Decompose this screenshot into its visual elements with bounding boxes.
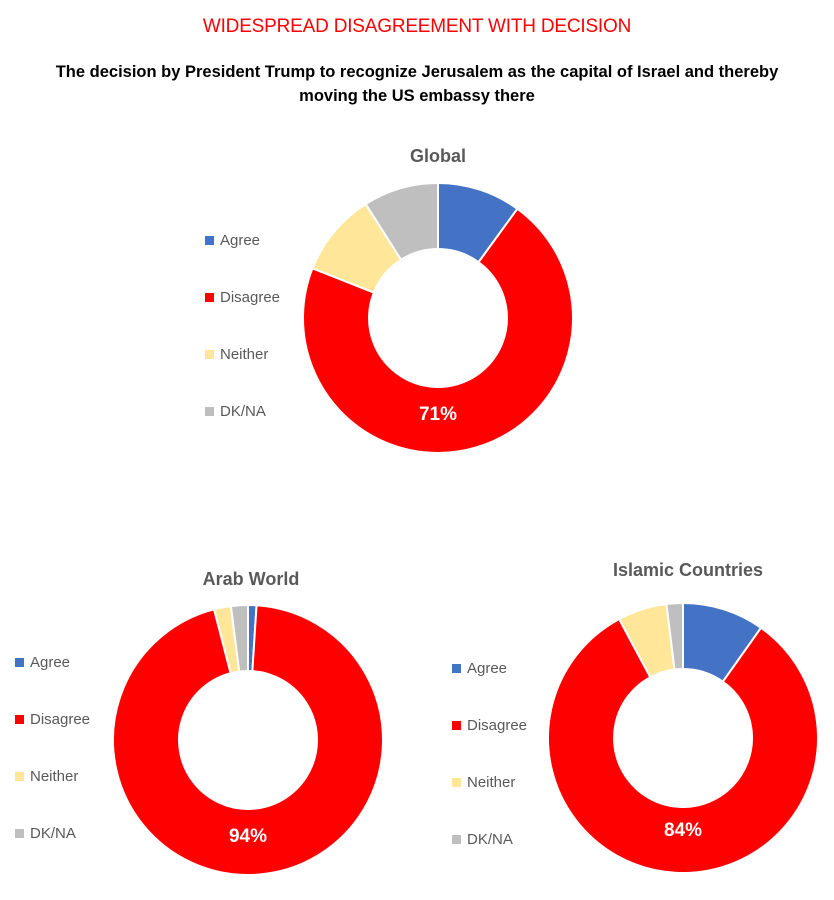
legend-label-neither: Neither <box>220 346 269 363</box>
legend-swatch-agree <box>15 658 24 667</box>
legend-label-dkna: DK/NA <box>30 825 76 842</box>
legend-label-disagree: Disagree <box>220 289 281 306</box>
donut-arab-world: 94% <box>112 603 384 876</box>
legend-swatch-dkna <box>15 829 24 838</box>
legend-swatch-disagree <box>452 721 461 730</box>
legend-swatch-disagree <box>205 293 214 302</box>
legend-label-disagree: Disagree <box>467 717 528 734</box>
legend-label-agree: Agree <box>30 654 71 671</box>
data-label-disagree: 94% <box>229 826 267 847</box>
legend-item-disagree: Disagree <box>205 289 280 306</box>
legend-item-disagree: Disagree <box>452 717 527 734</box>
legend-item-agree: Agree <box>15 654 70 671</box>
legend-label-neither: Neither <box>467 774 516 791</box>
chart-title-islamic-countries: Islamic Countries <box>612 560 764 580</box>
slice-dkna <box>364 181 439 262</box>
legend-label-agree: Agree <box>220 232 261 249</box>
subtitle: The decision by President Trump to recog… <box>55 63 779 105</box>
legend-swatch-neither <box>15 772 24 781</box>
legend-swatch-disagree <box>15 715 24 724</box>
legend-label-dkna: DK/NA <box>467 831 513 848</box>
legend-swatch-neither <box>205 350 214 359</box>
legend-swatch-dkna <box>452 835 461 844</box>
legend-item-neither: Neither <box>15 768 78 785</box>
legend-swatch-agree <box>205 236 214 245</box>
slice-disagree <box>112 604 384 876</box>
legend-label-dkna: DK/NA <box>220 403 266 420</box>
legend-swatch-neither <box>452 778 461 787</box>
legend-swatch-dkna <box>205 407 214 416</box>
chart-title-global: Global <box>409 146 466 166</box>
chart-title-arab-world: Arab World <box>202 569 300 589</box>
legend-label-neither: Neither <box>30 768 79 785</box>
donut-islamic-countries: 84% <box>547 601 819 874</box>
legend-label-agree: Agree <box>467 660 508 677</box>
legend-item-agree: Agree <box>205 232 260 249</box>
legend-item-neither: Neither <box>205 346 268 363</box>
legend-item-neither: Neither <box>452 774 515 791</box>
legend-item-dkna: DK/NA <box>452 831 513 848</box>
legend-label-disagree: Disagree <box>30 711 91 728</box>
slice-dkna <box>229 603 249 673</box>
legend-item-agree: Agree <box>452 660 507 677</box>
legend-item-dkna: DK/NA <box>205 403 266 420</box>
data-label-disagree: 71% <box>419 404 457 425</box>
slice-dkna <box>665 601 684 671</box>
headline: WIDESPREAD DISAGREEMENT WITH DECISION <box>202 16 632 37</box>
slice-disagree <box>547 617 819 874</box>
legend-swatch-agree <box>452 664 461 673</box>
legend-item-dkna: DK/NA <box>15 825 76 842</box>
data-label-disagree: 84% <box>664 820 702 841</box>
slice-disagree <box>302 207 574 454</box>
legend-item-disagree: Disagree <box>15 711 90 728</box>
donut-global: 71% <box>302 181 574 454</box>
